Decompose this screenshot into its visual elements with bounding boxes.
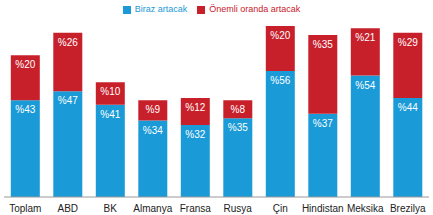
svg-text:%21: %21 [355,32,375,43]
svg-text:Fransa: Fransa [180,203,212,214]
svg-text:%9: %9 [146,104,161,115]
svg-text:Toplam: Toplam [9,203,41,214]
svg-text:Hindistan: Hindistan [302,203,344,214]
svg-text:ABD: ABD [57,203,78,214]
svg-text:Almanya: Almanya [133,203,172,214]
html-text:Önemli oranda artacak: Önemli oranda artacak [209,4,301,14]
svg-text:Rusya: Rusya [224,203,253,214]
svg-text:%34: %34 [143,125,163,136]
svg-text:BK: BK [104,203,118,214]
html-text:Biraz artacak: Biraz artacak [134,4,188,14]
svg-text:Brezilya: Brezilya [390,203,425,214]
svg-text:%56: %56 [270,75,290,86]
svg-text:%35: %35 [313,39,333,50]
svg-text:%20: %20 [270,30,290,41]
svg-text:Çin: Çin [273,203,288,214]
svg-text:%35: %35 [228,122,248,133]
svg-text:%43: %43 [15,104,35,115]
svg-text:Meksika: Meksika [347,203,384,214]
svg-text:%8: %8 [231,104,246,115]
svg-text:%41: %41 [100,109,120,120]
svg-text:%29: %29 [398,37,418,48]
svg-text:%12: %12 [185,102,205,113]
svg-text:%20: %20 [15,59,35,70]
svg-text:%47: %47 [58,95,78,106]
svg-text:%44: %44 [398,102,418,113]
svg-text:%26: %26 [58,37,78,48]
svg-text:%54: %54 [355,80,375,91]
svg-text:%32: %32 [185,129,205,140]
svg-text:%10: %10 [100,86,120,97]
svg-text:%37: %37 [313,118,333,129]
